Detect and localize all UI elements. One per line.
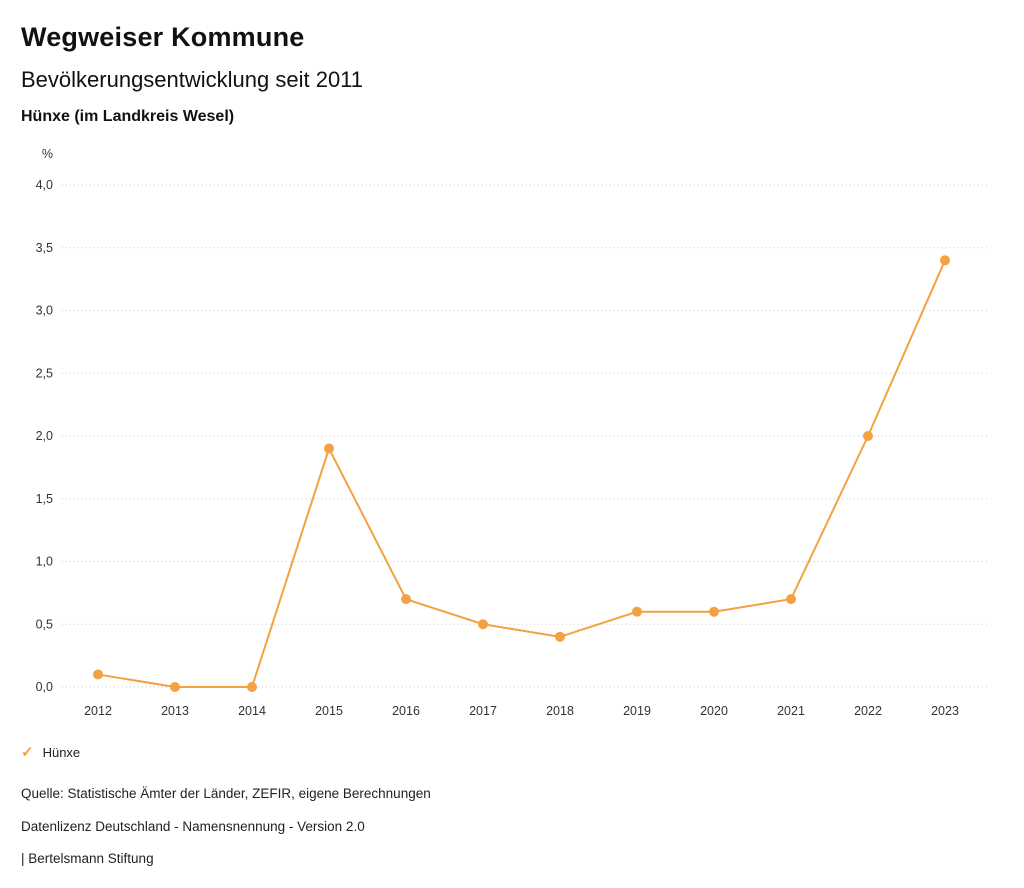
x-tick-label: 2018 — [546, 704, 574, 718]
x-tick-label: 2022 — [854, 704, 882, 718]
data-point — [478, 619, 488, 630]
y-tick-label: 4,0 — [36, 178, 53, 192]
data-point — [632, 606, 642, 617]
x-tick-label: 2012 — [84, 704, 112, 718]
data-point — [786, 594, 796, 605]
x-tick-label: 2020 — [700, 704, 728, 718]
y-tick-label: 1,0 — [36, 555, 53, 569]
chart-footer: Quelle: Statistische Ämter der Länder, Z… — [21, 786, 431, 884]
y-tick-label: 0,0 — [36, 680, 53, 694]
legend-series-label: Hünxe — [42, 745, 81, 760]
data-point — [170, 682, 180, 692]
y-tick-label: 1,5 — [36, 492, 53, 506]
attribution-text: | Bertelsmann Stiftung — [21, 851, 154, 866]
x-tick-label: 2021 — [777, 704, 805, 718]
chart-location-subtitle: Hünxe (im Landkreis Wesel) — [21, 108, 235, 125]
data-point — [940, 255, 950, 266]
data-point — [93, 669, 103, 680]
data-point — [401, 594, 411, 605]
legend-check-icon: ✓ — [21, 744, 34, 761]
data-point — [709, 606, 719, 617]
data-point — [863, 431, 873, 441]
y-tick-label: 3,5 — [36, 241, 53, 255]
line-chart: 0,0 0,5 1,0 1,5 2,0 2,5 3,0 3,5 4,0% 2012 2013 2014… — [36, 147, 988, 718]
x-tick-label: 2013 — [161, 704, 189, 718]
source-text: Quelle: Statistische Ämter der Länder, Z… — [21, 786, 431, 801]
series-line — [97, 259, 946, 688]
y-tick-label: 2,0 — [36, 429, 53, 443]
y-tick-label: 3,0 — [36, 304, 53, 318]
data-point — [324, 443, 334, 454]
chart-area: 0,0 0,5 1,0 1,5 2,0 2,5 3,0 3,5 4,0% 2012 2013 2014… — [0, 138, 1024, 730]
y-tick-label: 2,5 — [36, 366, 53, 380]
x-tick-label: 2014 — [238, 704, 266, 718]
page-title: Wegweiser Kommune — [21, 22, 305, 52]
chart-legend[interactable]: ✓ Hünxe — [21, 745, 80, 760]
y-axis-unit-label: % — [42, 147, 53, 161]
x-tick-label: 2019 — [623, 704, 651, 718]
x-tick-label: 2015 — [315, 704, 343, 718]
x-tick-label: 2017 — [469, 704, 497, 718]
x-tick-label: 2016 — [392, 704, 420, 718]
x-tick-label: 2023 — [931, 704, 959, 718]
license-text: Datenlizenz Deutschland - Namensnennung … — [21, 818, 365, 834]
data-point — [555, 631, 565, 642]
chart-title: Bevölkerungsentwicklung seit 2011 — [21, 67, 364, 92]
chart-header: Wegweiser Kommune Bevölkerungsentwicklun… — [0, 0, 1024, 126]
y-tick-label: 0,5 — [36, 617, 53, 631]
data-point — [247, 682, 257, 692]
